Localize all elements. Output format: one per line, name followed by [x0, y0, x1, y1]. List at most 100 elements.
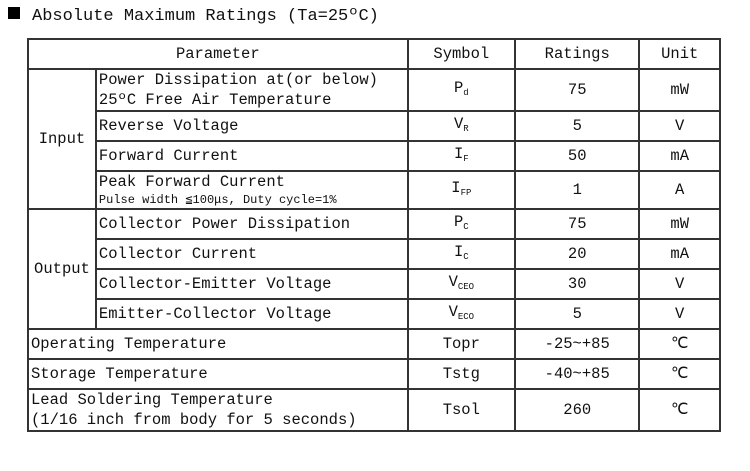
symbol-cell: IF — [406, 140, 517, 172]
table-body: Parameter Symbol Ratings Unit Input Power Dis… — [27, 38, 721, 432]
table-row: Emitter-Collector Voltage VECO 5 V — [28, 298, 721, 330]
parameter-line: Power Dissipation at(or below) — [98, 71, 378, 89]
unit-cell: mA — [638, 140, 721, 172]
table-row: Collector-Emitter Voltage VCEO 30 V — [28, 268, 721, 300]
parameter-line: Reverse Voltage — [98, 117, 239, 135]
rating-cell: 30 — [514, 268, 641, 300]
parameter-cell: Lead Soldering Temperature (1/16 inch fro… — [27, 388, 409, 432]
rating-cell: 75 — [514, 68, 641, 112]
parameter-line: Operating Temperature — [31, 335, 227, 353]
symbol-cell: PC — [406, 208, 517, 240]
table-row: Operating Temperature Topr -25~+85 ℃ — [27, 328, 721, 360]
rating-cell: -25~+85 — [514, 328, 641, 360]
symbol-cell: Tstg — [406, 358, 517, 390]
unit-cell: mW — [638, 68, 721, 112]
symbol-subscript: d — [463, 87, 469, 98]
table-row: Input Power Dissipation at(or below) 25ºC … — [27, 68, 721, 210]
parameter-cell: Collector Current — [94, 238, 409, 270]
symbol-subscript: C — [463, 251, 469, 262]
parameter-line: Emitter-Collector Voltage — [98, 305, 332, 323]
parameter-cell: Forward Current — [94, 140, 409, 172]
unit-cell: ℃ — [638, 358, 721, 390]
parameter-cell: Reverse Voltage — [94, 110, 409, 142]
symbol-subscript: C — [463, 221, 469, 232]
table-row: Peak Forward Current Pulse width ≦100μs, … — [28, 170, 721, 210]
rating-cell: 5 — [514, 110, 641, 142]
parameter-line: (1/16 inch from body for 5 seconds) — [31, 411, 357, 429]
parameter-cell: Storage Temperature — [27, 358, 409, 390]
symbol-subscript: ECO — [457, 311, 475, 322]
rating-cell: 50 — [514, 140, 641, 172]
parameter-cell: Operating Temperature — [27, 328, 409, 360]
symbol-subscript: R — [463, 123, 469, 134]
parameter-line: Collector Current — [98, 245, 258, 263]
table-row: Reverse Voltage VR 5 V — [28, 110, 721, 142]
symbol-subscript: FP — [460, 187, 472, 198]
title: Absolute Maximum Ratings (Ta=25ºC) — [32, 7, 379, 26]
symbol: V — [453, 114, 464, 133]
symbol-cell: IC — [406, 238, 517, 270]
symbol: V — [448, 302, 458, 321]
symbol: I — [451, 178, 461, 197]
header-cell: Unit — [638, 38, 721, 70]
bullet — [8, 7, 20, 19]
symbol-cell: Pd — [406, 68, 517, 112]
parameter-line: 25ºC Free Air Temperature — [98, 91, 332, 109]
symbol-cell: VCEO — [406, 268, 517, 300]
symbol: I — [453, 242, 464, 261]
rating-cell: 5 — [514, 298, 641, 330]
symbol-cell: Tsol — [406, 388, 517, 432]
parameter-line: Peak Forward Current — [98, 173, 285, 191]
symbol-cell: Topr — [406, 328, 517, 360]
header-cell: Ratings — [514, 38, 641, 70]
symbol-cell: VR — [406, 110, 517, 142]
unit-cell: V — [638, 110, 721, 142]
symbol-cell: VECO — [406, 298, 517, 330]
unit-cell: V — [638, 268, 721, 300]
unit-cell: mW — [638, 208, 721, 240]
parameter-line: Lead Soldering Temperature — [31, 391, 273, 409]
symbol-subscript: F — [463, 153, 469, 164]
parameter-line: Collector Power Dissipation — [98, 215, 351, 233]
parameter-line: Storage Temperature — [31, 365, 208, 383]
parameter-cell: Emitter-Collector Voltage — [94, 298, 409, 330]
rating-cell: 260 — [514, 388, 641, 432]
symbol: V — [448, 272, 458, 291]
parameter-line: Forward Current — [98, 147, 239, 165]
symbol-subscript: CEO — [457, 281, 475, 292]
symbol: P — [453, 212, 464, 231]
header-row: Parameter Symbol Ratings Unit — [27, 38, 721, 70]
unit-cell: V — [638, 298, 721, 330]
group-cell: Input — [27, 68, 97, 210]
table-row: Forward Current IF 50 mA — [28, 140, 721, 172]
rating-cell: 1 — [514, 170, 641, 210]
parameter-line: Collector-Emitter Voltage — [98, 275, 332, 293]
parameter-cell: Collector-Emitter Voltage — [94, 268, 409, 300]
symbol: Topr — [442, 335, 480, 353]
rating-cell: 20 — [514, 238, 641, 270]
parameter-cell: Power Dissipation at(or below) 25ºC Free … — [94, 68, 409, 112]
table-row: Collector Current IC 20 mA — [28, 238, 721, 270]
table-row: Storage Temperature Tstg -40~+85 ℃ — [27, 358, 721, 390]
rating-cell: -40~+85 — [514, 358, 641, 390]
unit-cell: mA — [638, 238, 721, 270]
symbol: I — [453, 144, 464, 163]
ratings-table: Parameter Symbol Ratings Unit Input Power Dis… — [27, 38, 721, 432]
symbol-cell: IFP — [406, 170, 517, 210]
symbol: Tstg — [442, 365, 480, 383]
symbol: P — [453, 78, 464, 97]
parameter-cell: Peak Forward Current Pulse width ≦100μs, … — [94, 170, 409, 210]
unit-cell: ℃ — [638, 388, 721, 432]
header-cell: Symbol — [406, 38, 517, 70]
unit-cell: ℃ — [638, 328, 721, 360]
rating-cell: 75 — [514, 208, 641, 240]
parameter-note: Pulse width ≦100μs, Duty cycle=1% — [98, 193, 337, 207]
table-row: Lead Soldering Temperature (1/16 inch fro… — [27, 388, 721, 432]
table-row: Output Collector Power Dissipation PC 75 mW — [27, 208, 721, 330]
unit-cell: A — [638, 170, 721, 210]
symbol: Tsol — [442, 401, 480, 419]
parameter-cell: Collector Power Dissipation — [94, 208, 409, 240]
header-cell: Parameter — [27, 38, 409, 70]
group-cell: Output — [27, 208, 97, 330]
